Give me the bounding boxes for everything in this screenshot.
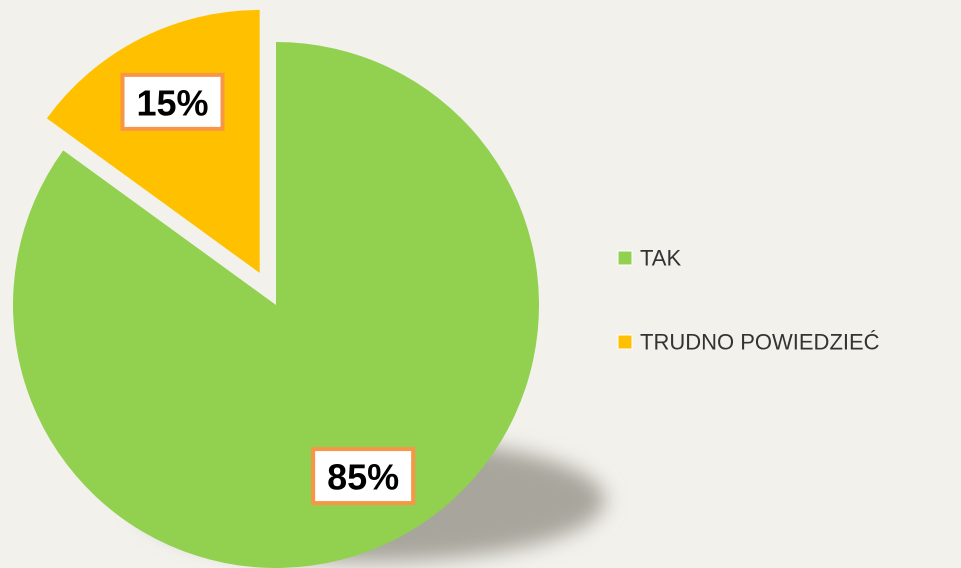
legend-label: TAK	[640, 246, 681, 271]
legend: TAK TRUDNO POWIEDZIEĆ	[617, 246, 880, 355]
data-label: 15%	[136, 82, 208, 123]
legend-label: TRUDNO POWIEDZIEĆ	[640, 330, 880, 355]
legend-swatch	[617, 250, 633, 266]
data-label: 85%	[327, 457, 399, 498]
legend-swatch	[617, 334, 633, 350]
pie-slice	[12, 42, 540, 568]
data-labels: 85% 15%	[120, 72, 416, 506]
data-label-box	[311, 447, 416, 506]
data-label-box	[120, 72, 225, 131]
